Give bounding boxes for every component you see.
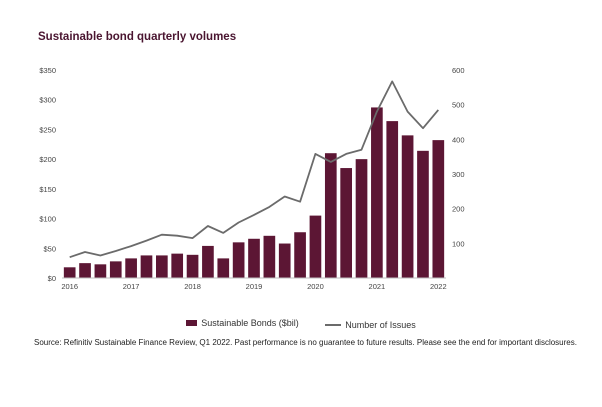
axes: $0 $50 $100 $150 $200 $250 $300 $350 100 200 300 40… xyxy=(39,66,464,291)
y-left-tick-label: $350 xyxy=(39,66,56,75)
y-right-tick-label: 300 xyxy=(452,170,465,179)
bar-2 xyxy=(94,264,107,278)
bar-9 xyxy=(202,245,214,278)
bar-23 xyxy=(417,150,429,278)
bar-14 xyxy=(278,243,291,278)
legend-swatch-bar xyxy=(186,320,198,326)
x-tick-label: 2019 xyxy=(246,282,263,291)
x-tick-label: 2016 xyxy=(61,282,78,291)
bar-4 xyxy=(125,258,137,278)
y-right-tick-label: 200 xyxy=(452,205,465,214)
legend-label-issues: Number of Issues xyxy=(345,320,416,330)
legend-label-bonds: Sustainable Bonds ($bil) xyxy=(201,318,299,328)
x-tick-label: 2022 xyxy=(430,282,447,291)
bar-0 xyxy=(63,267,76,278)
chart-title: Sustainable bond quarterly volumes xyxy=(38,31,237,43)
x-tick-label: 2017 xyxy=(123,282,140,291)
issues-line xyxy=(69,80,439,259)
bar-16 xyxy=(309,215,322,278)
line-series xyxy=(69,80,439,259)
y-right-tick-label: 600 xyxy=(452,66,465,75)
bar-22 xyxy=(401,135,414,278)
bar-15 xyxy=(294,232,306,278)
bar-21 xyxy=(386,121,399,278)
bar-5 xyxy=(140,255,153,278)
bar-10 xyxy=(217,258,230,278)
y-left-tick-label: $50 xyxy=(43,244,56,253)
legend: Sustainable Bonds ($bil) Number of Issue… xyxy=(0,318,602,330)
bar-20 xyxy=(371,107,383,278)
bar-1 xyxy=(79,263,91,278)
y-right-tick-label: 500 xyxy=(452,101,465,110)
y-left-tick-label: $100 xyxy=(39,215,56,224)
y-left-tick-label: $300 xyxy=(39,96,56,105)
source-note: Source: Refinitiv Sustainable Finance Re… xyxy=(34,338,577,347)
y-left-tick-label: $250 xyxy=(39,125,56,134)
bar-11 xyxy=(232,242,245,278)
x-tick-label: 2021 xyxy=(369,282,386,291)
bar-12 xyxy=(248,238,260,278)
bar-3 xyxy=(109,261,122,278)
y-right-tick-label: 400 xyxy=(452,135,465,144)
legend-item-bonds: Sustainable Bonds ($bil) xyxy=(186,318,299,328)
bar-24 xyxy=(432,140,445,278)
x-tick-label: 2020 xyxy=(307,282,324,291)
legend-swatch-line xyxy=(325,324,342,326)
bar-13 xyxy=(263,235,276,278)
bar-17 xyxy=(324,153,337,278)
bar-8 xyxy=(186,254,199,278)
y-left-tick-label: $200 xyxy=(39,155,56,164)
bar-6 xyxy=(156,255,168,278)
y-left-tick-label: $0 xyxy=(48,274,56,283)
x-tick-label: 2018 xyxy=(184,282,201,291)
y-right-tick-label: 100 xyxy=(452,239,465,248)
bar-19 xyxy=(355,159,368,278)
bar-7 xyxy=(171,253,184,278)
legend-item-issues: Number of Issues xyxy=(325,320,416,330)
y-left-tick-label: $150 xyxy=(39,185,56,194)
bar-18 xyxy=(340,168,352,278)
bar-series xyxy=(63,107,445,278)
